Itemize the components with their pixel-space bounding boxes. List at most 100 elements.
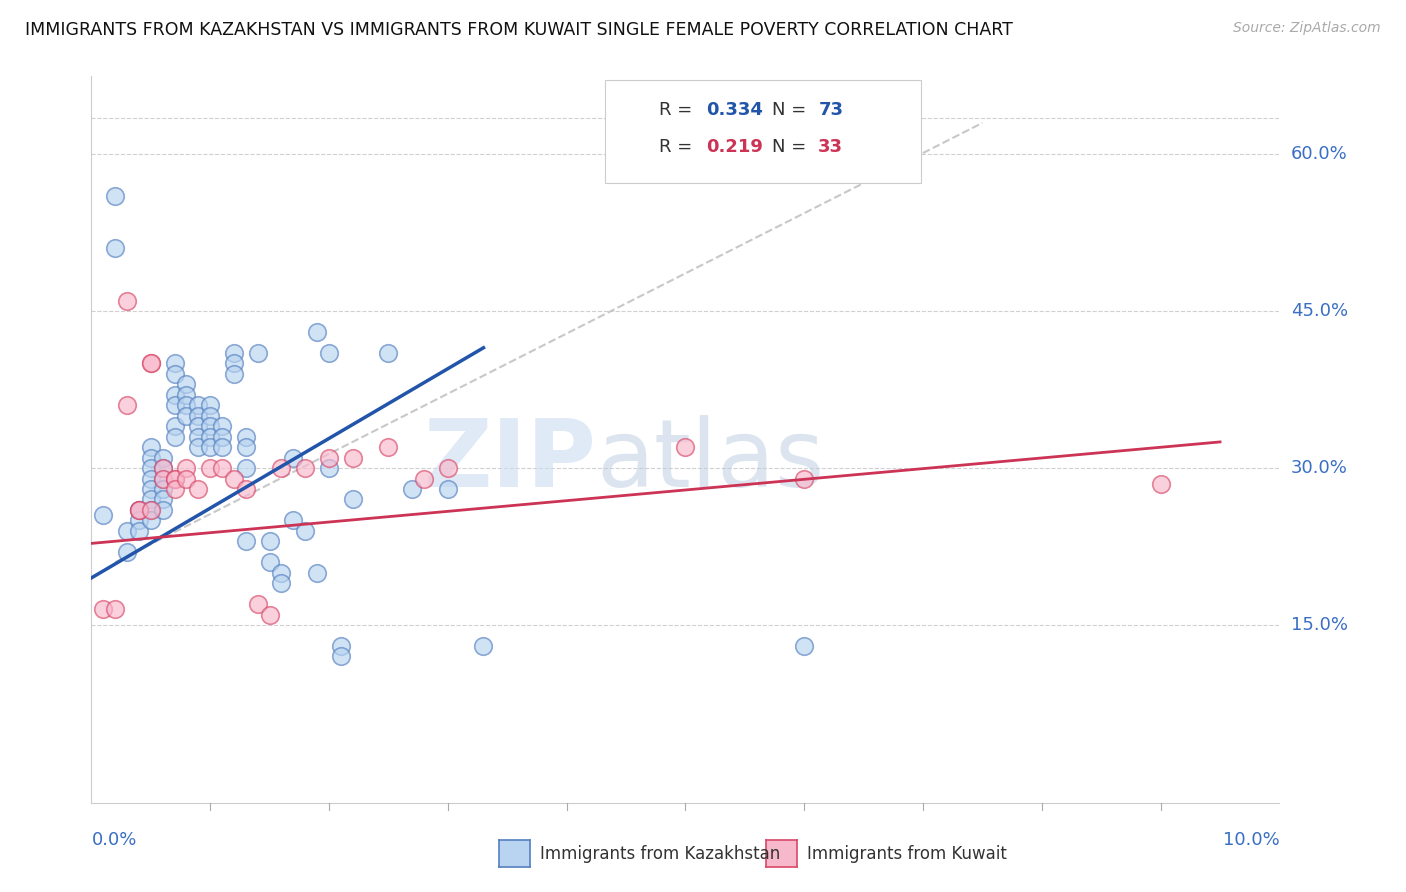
- Point: [139, 440, 162, 454]
- Text: atlas: atlas: [596, 415, 824, 508]
- Point: [413, 471, 436, 485]
- Point: [318, 461, 340, 475]
- Point: [187, 409, 209, 423]
- Point: [104, 241, 127, 255]
- Point: [128, 503, 150, 517]
- Point: [472, 639, 495, 653]
- Point: [115, 545, 138, 559]
- Point: [793, 639, 815, 653]
- Point: [139, 503, 162, 517]
- Point: [318, 346, 340, 360]
- Text: 73: 73: [818, 101, 844, 119]
- Point: [187, 430, 209, 444]
- Point: [436, 461, 458, 475]
- Point: [200, 461, 222, 475]
- Point: [377, 346, 399, 360]
- Point: [283, 450, 305, 465]
- Point: [152, 482, 174, 496]
- Point: [187, 440, 209, 454]
- Point: [1149, 476, 1171, 491]
- Point: [200, 430, 222, 444]
- Point: [139, 503, 162, 517]
- Text: R =: R =: [659, 138, 699, 156]
- Point: [128, 503, 150, 517]
- Text: ZIP: ZIP: [423, 415, 596, 508]
- Text: N =: N =: [772, 138, 811, 156]
- Point: [163, 398, 186, 412]
- Point: [259, 607, 281, 622]
- Point: [139, 492, 162, 507]
- Point: [200, 440, 222, 454]
- Point: [115, 398, 138, 412]
- Point: [139, 461, 162, 475]
- Point: [91, 602, 114, 616]
- Text: Immigrants from Kuwait: Immigrants from Kuwait: [807, 845, 1007, 863]
- Point: [318, 450, 340, 465]
- Point: [222, 346, 245, 360]
- Point: [163, 471, 186, 485]
- Text: 45.0%: 45.0%: [1291, 302, 1348, 320]
- Point: [246, 597, 269, 611]
- Point: [235, 440, 257, 454]
- Text: 0.0%: 0.0%: [91, 830, 136, 848]
- Point: [91, 508, 114, 523]
- Point: [259, 534, 281, 549]
- Point: [294, 461, 316, 475]
- Text: 33: 33: [818, 138, 844, 156]
- Point: [139, 482, 162, 496]
- Point: [342, 492, 364, 507]
- Point: [222, 356, 245, 370]
- Text: 0.334: 0.334: [706, 101, 762, 119]
- Point: [152, 471, 174, 485]
- Point: [104, 602, 127, 616]
- Point: [128, 503, 150, 517]
- Point: [163, 430, 186, 444]
- Point: [401, 482, 423, 496]
- Point: [673, 440, 696, 454]
- Point: [436, 482, 458, 496]
- Point: [294, 524, 316, 538]
- Point: [793, 471, 815, 485]
- Point: [139, 471, 162, 485]
- Point: [283, 513, 305, 527]
- Point: [139, 450, 162, 465]
- Point: [128, 503, 150, 517]
- Point: [152, 461, 174, 475]
- Point: [187, 419, 209, 434]
- Point: [139, 513, 162, 527]
- Point: [377, 440, 399, 454]
- Point: [222, 471, 245, 485]
- Point: [152, 471, 174, 485]
- Point: [163, 367, 186, 381]
- Point: [128, 513, 150, 527]
- Point: [152, 450, 174, 465]
- Text: 0.219: 0.219: [706, 138, 762, 156]
- Point: [128, 524, 150, 538]
- Point: [115, 293, 138, 308]
- Point: [163, 471, 186, 485]
- Point: [187, 482, 209, 496]
- Point: [342, 450, 364, 465]
- Text: IMMIGRANTS FROM KAZAKHSTAN VS IMMIGRANTS FROM KUWAIT SINGLE FEMALE POVERTY CORRE: IMMIGRANTS FROM KAZAKHSTAN VS IMMIGRANTS…: [25, 21, 1014, 38]
- Point: [176, 377, 198, 392]
- Point: [163, 356, 186, 370]
- Text: 60.0%: 60.0%: [1291, 145, 1347, 163]
- Point: [222, 367, 245, 381]
- Point: [246, 346, 269, 360]
- Point: [152, 492, 174, 507]
- Point: [259, 555, 281, 569]
- Point: [152, 461, 174, 475]
- Point: [104, 189, 127, 203]
- Point: [176, 471, 198, 485]
- Point: [176, 388, 198, 402]
- Text: Source: ZipAtlas.com: Source: ZipAtlas.com: [1233, 21, 1381, 35]
- Point: [152, 503, 174, 517]
- Point: [270, 576, 292, 591]
- Point: [139, 356, 162, 370]
- Point: [235, 430, 257, 444]
- Text: 10.0%: 10.0%: [1223, 830, 1279, 848]
- Point: [270, 461, 292, 475]
- Point: [211, 461, 233, 475]
- Point: [307, 566, 329, 580]
- Point: [176, 461, 198, 475]
